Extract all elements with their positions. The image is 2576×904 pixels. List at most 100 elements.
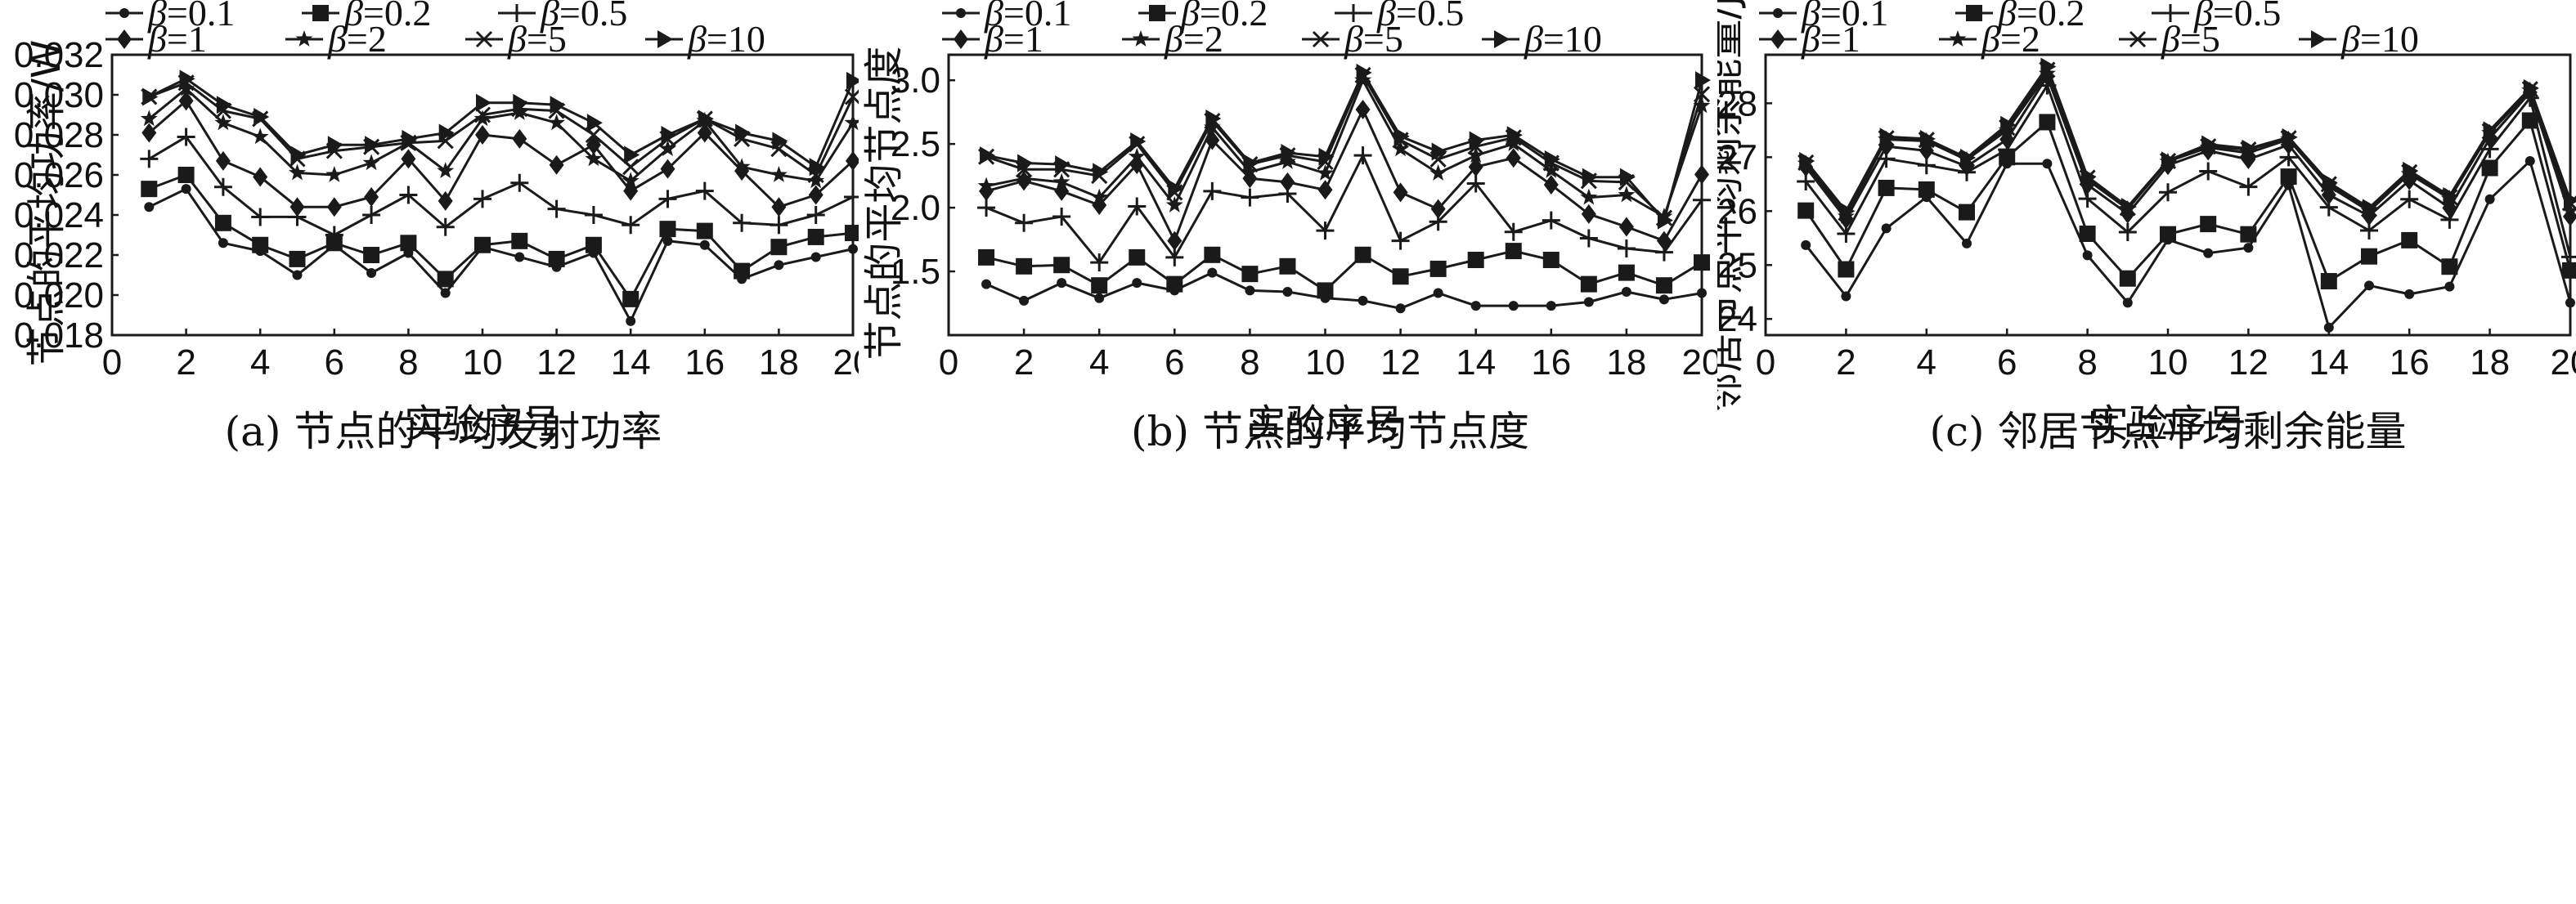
series-path: [1805, 65, 2572, 213]
dot-icon: [119, 8, 129, 18]
data-point: [1468, 157, 1483, 177]
data-point: [846, 150, 859, 171]
data-point: [181, 184, 191, 195]
x-tick-label: 16: [684, 342, 725, 383]
data-point: [585, 150, 603, 167]
data-point: [140, 110, 158, 127]
y-tick-label: 2.5: [891, 124, 940, 164]
series-path: [985, 108, 1703, 243]
data-point: [399, 186, 418, 204]
x-tick-label: 18: [1606, 342, 1646, 383]
x-tick-label: 2: [1014, 342, 1034, 383]
data-point: [1090, 188, 1108, 205]
data-point: [1919, 129, 1936, 148]
legend-item: β=0.1: [942, 0, 1071, 34]
data-point: [977, 177, 995, 194]
data-point: [2280, 168, 2297, 186]
data-point: [1470, 301, 1481, 311]
data-point: [2199, 162, 2218, 181]
data-point: [2000, 115, 2017, 134]
series-line: [141, 91, 859, 217]
data-point: [2483, 121, 2499, 140]
legend-item: β=1: [105, 18, 207, 60]
series-line: [981, 267, 1707, 314]
diamond-icon: [117, 29, 132, 49]
data-point: [659, 221, 676, 238]
legend-label: β=10: [687, 18, 765, 60]
data-point: [289, 163, 306, 181]
series-line: [140, 128, 859, 244]
panel-a: β=0.1 β=0.2 β=0.5 β=1 β=2 β=5 β=10 0 2 4 6 8 10 12 14 1…: [0, 0, 859, 904]
diamond-icon: [1770, 29, 1785, 49]
series-line: [977, 146, 1711, 272]
panel-b: β=0.1 β=0.2 β=0.5 β=1 β=2 β=5 β=10 0 2 4 6 8 10 12 14 1…: [859, 0, 1717, 904]
data-point: [626, 316, 636, 326]
series-path: [1805, 159, 2572, 329]
series-path: [148, 187, 854, 323]
data-point: [848, 244, 858, 254]
legend-item: β=0.1: [105, 0, 235, 34]
data-point: [733, 158, 751, 175]
data-point: [1466, 174, 1485, 193]
data-point: [1918, 181, 1935, 198]
legend-label: β=2: [1164, 18, 1223, 60]
data-point: [2082, 250, 2093, 261]
data-point: [1316, 222, 1335, 240]
x-tick-label: 2: [1836, 342, 1856, 383]
data-point: [1658, 294, 1669, 305]
data-point: [981, 279, 992, 289]
x-tick-label: 0: [939, 342, 958, 383]
legend-item: β=0.2: [1138, 0, 1268, 34]
legend: β=0.1 β=0.2 β=0.5 β=1 β=2 β=5 β=10: [1759, 0, 2419, 60]
caption: (b) 节点的平均节点度: [1131, 408, 1529, 455]
data-point: [1544, 150, 1560, 168]
data-point: [2403, 161, 2419, 180]
data-point: [774, 260, 784, 271]
cross-icon: [1312, 30, 1330, 48]
data-point: [1391, 231, 1410, 250]
caption: (a) 节点的平均发射功率: [225, 408, 662, 455]
data-point: [1838, 261, 1855, 278]
x-tick-label: 18: [2470, 342, 2510, 383]
data-point: [2201, 135, 2218, 154]
data-point: [1317, 282, 1334, 299]
legend-label: β=0.1: [1801, 0, 1888, 34]
x-tick-label: 20: [833, 342, 859, 383]
triangle-right-icon: [657, 30, 673, 48]
star-icon: [1132, 30, 1150, 47]
data-point: [1128, 147, 1146, 164]
data-point: [1469, 131, 1485, 150]
data-point: [1356, 63, 1372, 82]
data-point: [475, 125, 490, 145]
series-path: [985, 78, 1703, 218]
data-point: [1395, 303, 1406, 314]
x-tick-label: 18: [759, 342, 799, 383]
data-point: [1168, 179, 1184, 198]
data-point: [1392, 140, 1410, 157]
series-line: [980, 63, 1711, 230]
y-tick-label: 24: [1717, 299, 1757, 339]
data-point: [402, 129, 418, 148]
y-axis: 24 25 26 27 28: [1717, 83, 1772, 339]
data-point: [474, 236, 491, 253]
data-point: [1546, 301, 1556, 311]
series-path: [148, 87, 855, 182]
square-icon: [1149, 5, 1165, 21]
legend-item: β=0.2: [302, 0, 431, 34]
data-point: [845, 225, 859, 242]
legend-item: β=0.5: [2152, 0, 2281, 34]
data-point: [514, 252, 525, 262]
data-point: [1393, 127, 1410, 145]
data-point: [1878, 179, 1895, 196]
data-point: [2160, 226, 2176, 243]
data-point: [2200, 216, 2217, 233]
y-axis-label: 邻居节点平均剩余能量/J: [1717, 0, 1748, 412]
x-tick-label: 12: [1380, 342, 1420, 383]
data-point: [846, 71, 859, 90]
data-point: [2040, 57, 2057, 76]
data-point: [1693, 190, 1711, 209]
x-tick-label: 14: [2309, 342, 2349, 383]
x-tick-label: 10: [463, 342, 503, 383]
data-point: [1207, 267, 1218, 278]
data-point: [144, 202, 155, 213]
